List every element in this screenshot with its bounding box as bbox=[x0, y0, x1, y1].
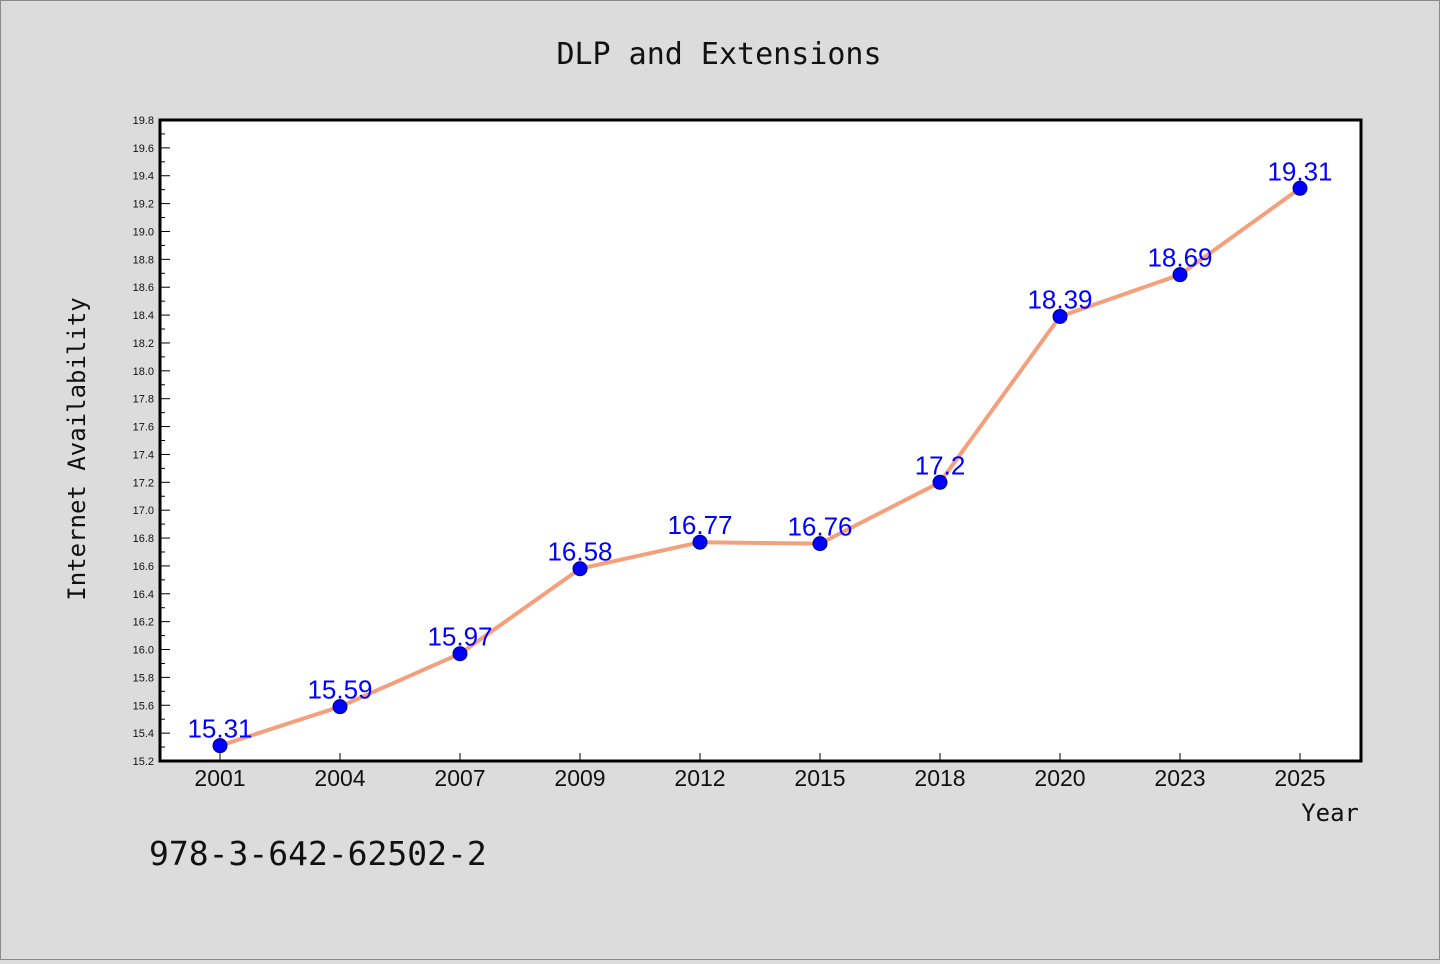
data-point-marker bbox=[812, 536, 828, 552]
x-tick-label: 2004 bbox=[314, 765, 365, 791]
data-value-label: 15.59 bbox=[307, 675, 372, 705]
y-tick-label: 17.2 bbox=[133, 477, 154, 489]
y-tick-label: 15.8 bbox=[133, 672, 154, 684]
data-point-marker bbox=[1052, 308, 1068, 324]
y-tick-label: 16.6 bbox=[133, 561, 154, 573]
data-value-label: 16.76 bbox=[787, 512, 852, 542]
y-tick-label: 15.2 bbox=[133, 756, 154, 768]
y-tick-label: 18.0 bbox=[133, 366, 154, 378]
data-point-marker bbox=[692, 534, 708, 550]
y-tick-label: 18.8 bbox=[133, 254, 154, 266]
x-tick-label: 2009 bbox=[554, 765, 605, 791]
data-point-marker bbox=[452, 646, 468, 662]
y-tick-label: 16.2 bbox=[133, 617, 154, 629]
y-tick-label: 17.8 bbox=[133, 394, 154, 406]
y-tick-label: 16.4 bbox=[133, 589, 154, 601]
x-tick-label: 2012 bbox=[674, 765, 725, 791]
y-tick-label: 17.0 bbox=[133, 505, 154, 517]
series-line bbox=[218, 186, 1302, 748]
y-tick-label: 15.6 bbox=[133, 700, 154, 712]
data-value-label: 16.58 bbox=[547, 537, 612, 567]
data-value-label: 15.97 bbox=[427, 622, 492, 652]
x-tick-label: 2020 bbox=[1034, 765, 1085, 791]
x-tick-label: 2025 bbox=[1274, 765, 1325, 791]
y-tick-label: 19.6 bbox=[133, 143, 154, 155]
data-point-marker bbox=[572, 561, 588, 577]
data-point-marker bbox=[332, 699, 348, 715]
x-tick-label: 2023 bbox=[1154, 765, 1205, 791]
x-tick-label: 2007 bbox=[434, 765, 485, 791]
chart-title: DLP and Extensions bbox=[556, 37, 881, 72]
data-value-label: 19.31 bbox=[1267, 156, 1332, 186]
data-point-marker bbox=[1172, 267, 1188, 283]
y-tick-label: 17.4 bbox=[133, 449, 154, 461]
data-point-marker bbox=[1292, 180, 1308, 196]
data-point-marker bbox=[932, 474, 948, 490]
y-tick-label: 18.6 bbox=[133, 282, 154, 294]
x-tick-label: 2018 bbox=[914, 765, 965, 791]
y-tick-label: 17.6 bbox=[133, 422, 154, 434]
y-tick-label: 16.8 bbox=[133, 533, 154, 545]
y-tick-label: 19.8 bbox=[133, 115, 154, 127]
y-axis-ticks: 15.2 15.4 15.6 15.8 16.0 16.2 16.4 16.6 16.8 17.0… bbox=[133, 115, 170, 768]
series-layer: 15.31 15.59 15.97 16.58 16.77 16.76 17.2 18.39 1… bbox=[187, 156, 1333, 754]
y-tick-label: 15.4 bbox=[133, 728, 154, 740]
y-axis-label: Internet Availability bbox=[63, 297, 91, 600]
x-axis-ticks: 2001 2004 2007 2009 2012 2015 2018 2020 2023 2025 bbox=[194, 753, 1326, 791]
isbn-footer: 978-3-642-62502-2 bbox=[149, 834, 487, 873]
x-tick-label: 2015 bbox=[794, 765, 845, 791]
data-value-label: 18.69 bbox=[1147, 243, 1212, 273]
y-tick-label: 18.4 bbox=[133, 310, 154, 322]
x-tick-label: 2001 bbox=[194, 765, 245, 791]
plot-area bbox=[158, 118, 1363, 763]
y-tick-label: 18.2 bbox=[133, 338, 154, 350]
x-axis-label: Year bbox=[1301, 799, 1359, 827]
data-value-label: 17.2 bbox=[915, 450, 966, 480]
y-tick-label: 19.2 bbox=[133, 199, 154, 211]
y-tick-label: 16.0 bbox=[133, 645, 154, 657]
data-value-label: 18.39 bbox=[1027, 284, 1092, 314]
y-tick-label: 19.0 bbox=[133, 226, 154, 238]
y-tick-label: 19.4 bbox=[133, 171, 154, 183]
data-value-label: 16.77 bbox=[667, 510, 732, 540]
data-point-marker bbox=[212, 738, 228, 754]
data-value-label: 15.31 bbox=[187, 714, 252, 744]
